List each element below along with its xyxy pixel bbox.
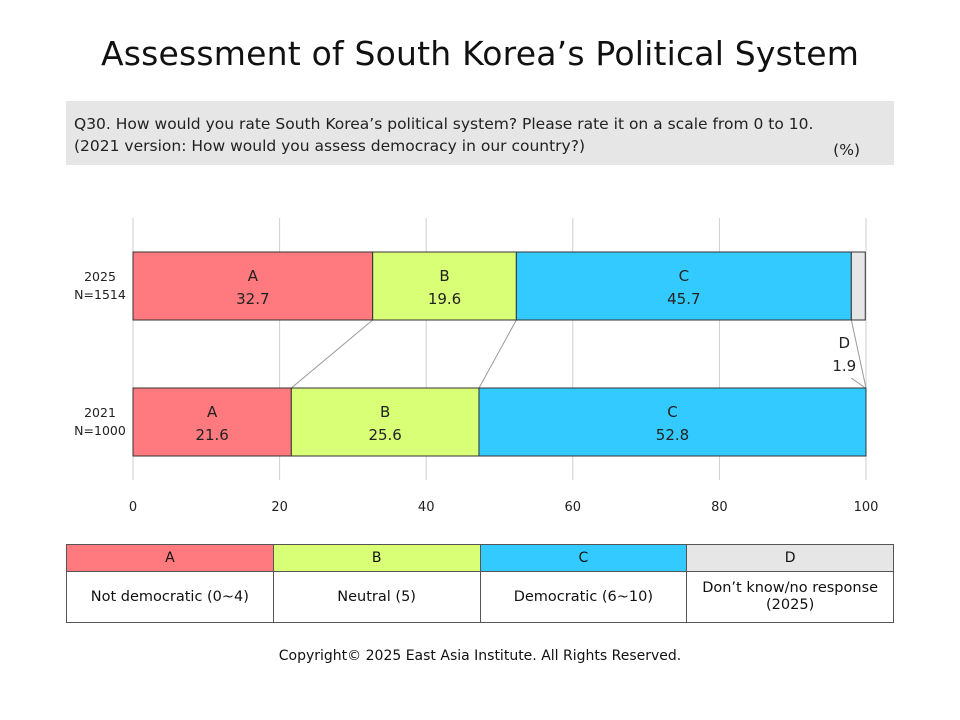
segment-label: B	[380, 403, 390, 421]
data-label: 19.6	[428, 290, 461, 308]
bar-segment-d	[850, 251, 866, 321]
x-tick-label: 100	[854, 500, 879, 515]
connector-line	[291, 319, 374, 389]
segment-label: A	[207, 403, 218, 421]
data-label: 1.9	[832, 357, 856, 375]
data-label: 21.6	[195, 426, 228, 444]
legend-desc-d: Don’t know/no response (2025)	[686, 571, 894, 623]
data-label: 45.7	[667, 290, 700, 308]
callout-line	[851, 377, 866, 389]
legend-header-c: C	[479, 544, 688, 572]
legend-header-b: B	[272, 544, 481, 572]
data-label: 32.7	[236, 290, 269, 308]
category-n-label: N=1514	[74, 287, 126, 302]
legend-description-row: Not democratic (0~4) Neutral (5) Democra…	[66, 571, 894, 623]
category-n-label: N=1000	[74, 423, 126, 438]
bar-segment-b	[290, 387, 480, 457]
bar-segment-a	[132, 251, 374, 321]
x-tick-label: 40	[418, 500, 435, 515]
x-tick-label: 60	[565, 500, 582, 515]
x-tick-label: 20	[271, 500, 288, 515]
legend-desc-b: Neutral (5)	[272, 571, 481, 623]
segment-label: C	[679, 267, 689, 285]
bar-segment-c	[515, 251, 852, 321]
question-text: Q30. How would you rate South Korea’s po…	[74, 115, 814, 133]
data-label: 25.6	[368, 426, 401, 444]
copyright-notice: Copyright© 2025 East Asia Institute. All…	[278, 648, 682, 664]
legend-header-d: D	[686, 544, 894, 572]
question-note: (2021 version: How would you assess demo…	[74, 137, 585, 155]
legend-table: A B C D Not democratic (0~4) Neutral (5)…	[66, 544, 894, 623]
segment-label: D	[839, 334, 851, 352]
bar-segment-b	[372, 251, 517, 321]
stacked-bar-chart: 0 20 40 60 80 100 A 32.7 B 19.6 C 45.7 D 1.9 2025 N=151…	[74, 218, 879, 515]
category-year-label: 2025	[84, 269, 116, 284]
connector-line	[478, 319, 517, 389]
page-title: Assessment of South Korea’s Political Sy…	[100, 34, 860, 73]
legend-desc-a: Not democratic (0~4)	[66, 571, 274, 623]
segment-label: B	[439, 267, 449, 285]
legend-header-a: A	[66, 544, 274, 572]
category-year-label: 2021	[84, 405, 116, 420]
legend-header-row: A B C D	[66, 544, 894, 572]
bar-segment-a	[132, 387, 292, 457]
legend-desc-c: Democratic (6~10)	[479, 571, 688, 623]
segment-label: C	[667, 403, 677, 421]
segment-label: A	[248, 267, 259, 285]
question-box: Q30. How would you rate South Korea’s po…	[66, 101, 894, 165]
bar-segment-c	[478, 387, 867, 457]
data-label: 52.8	[656, 426, 689, 444]
unit-label: (%)	[833, 141, 860, 159]
x-tick-label: 80	[711, 500, 728, 515]
connector-line	[850, 319, 867, 389]
x-tick-label: 0	[129, 500, 137, 515]
